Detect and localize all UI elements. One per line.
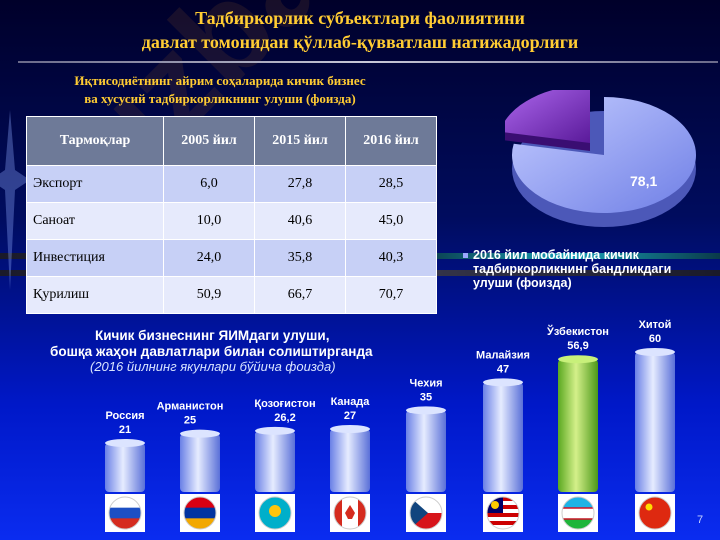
bar-category-label: Малайзия <box>476 349 530 361</box>
bar-cap <box>558 355 598 364</box>
bar <box>635 352 675 492</box>
table-cell: Инвестиция <box>26 239 164 277</box>
table-header-cell: 2016 йил <box>345 116 437 166</box>
armenia-flag-icon <box>180 494 220 532</box>
bar-value-label: 26,2 <box>274 412 295 424</box>
table-row: Экспорт 6,0 27,8 28,5 <box>26 165 437 203</box>
table-row: Қурилиш 50,9 66,7 70,7 <box>26 276 437 314</box>
table-row: Инвестиция 24,0 35,8 40,3 <box>26 239 437 277</box>
table-cell: 50,9 <box>163 276 255 314</box>
bar-group: Арманистон 25 <box>157 401 224 532</box>
table-cell: 40,3 <box>345 239 437 277</box>
czech-flag-icon <box>406 494 446 532</box>
bar <box>406 410 446 492</box>
bar <box>255 430 295 492</box>
table-cell: Қурилиш <box>26 276 164 314</box>
bar-group: Қозоғистон 26,2 <box>254 398 316 532</box>
bar-chart-subtitle: (2016 йилнинг якунлари бўйича фоизда) <box>90 359 336 374</box>
table-cell: 35,8 <box>254 239 346 277</box>
table-cell: 27,8 <box>254 165 346 203</box>
bar-category-label: Ўзбекистон <box>546 325 609 338</box>
table-caption: Иқтисодиётнинг айрим соҳаларида кичик би… <box>30 72 410 108</box>
bar-cap <box>330 425 370 433</box>
table-caption-line2: ва хусусий тадбиркорликнинг улуши (фоизд… <box>84 91 356 106</box>
pie-legend: 2016 йил мобайнида кичик тадбиркорликнин… <box>463 248 720 290</box>
bar-value-label: 47 <box>497 363 509 375</box>
table-row: Саноат 10,0 40,6 45,0 <box>26 202 437 240</box>
table-cell: Саноат <box>26 202 164 240</box>
table-cell: 70,7 <box>345 276 437 314</box>
table-header-row: Тармоқлар 2005 йил 2015 йил 2016 йил <box>26 116 437 166</box>
bar-chart-title-line1: Кичик бизнеснинг ЯИМдаги улуши, <box>95 328 330 343</box>
bar-category-label: Қозоғистон <box>254 398 315 410</box>
bar-group: Канада 27 <box>330 396 370 532</box>
russia-flag-icon <box>105 494 145 532</box>
bar-cap <box>483 378 523 387</box>
bar-group: Ўзбекистон 56,9 <box>546 325 609 532</box>
page-title-line1: Тадбиркорлик субъектлари фаолиятини <box>195 8 525 28</box>
bar-value-label: 25 <box>184 415 196 427</box>
table-cell: 45,0 <box>345 202 437 240</box>
bar-category-label: Канада <box>331 396 371 408</box>
bar-cap <box>406 406 446 415</box>
pie-legend-line2: тадбиркорликнинг бандликдаги <box>473 262 672 276</box>
bar-category-label: Арманистон <box>157 401 224 413</box>
bar-group: Чехия 35 <box>406 377 446 532</box>
bar-cap <box>180 429 220 438</box>
bar <box>330 429 370 492</box>
bar-value-label: 60 <box>649 333 661 345</box>
bar-group: Хитой 60 <box>635 319 675 532</box>
bar-category-label: Чехия <box>410 377 443 389</box>
bar <box>105 443 145 492</box>
bar <box>483 382 523 492</box>
title-divider <box>18 61 718 63</box>
pie-slice-main <box>512 97 696 213</box>
bar <box>180 433 220 492</box>
table-cell: 40,6 <box>254 202 346 240</box>
bar-cap <box>635 348 675 356</box>
malaysia-flag-icon <box>483 494 523 532</box>
bar-cap <box>105 439 145 447</box>
pie-legend-line3: улуши (фоизда) <box>473 276 572 290</box>
sector-share-table: Тармоқлар 2005 йил 2015 йил 2016 йил Экс… <box>26 116 437 314</box>
page-number: 7 <box>697 514 704 526</box>
pie-value-label: 78,1 <box>630 173 657 189</box>
table-cell: 10,0 <box>163 202 255 240</box>
table-cell: 24,0 <box>163 239 255 277</box>
bar-group: Россия 21 <box>105 410 145 532</box>
table-cell: Экспорт <box>26 165 164 203</box>
decor-stripe-teal <box>420 253 720 259</box>
bar-group: Малайзия 47 <box>476 349 530 532</box>
bar-value-label: 35 <box>420 391 432 403</box>
star-decoration <box>0 110 30 290</box>
bar-chart-title: Кичик бизнеснинг ЯИМдаги улуши, бошқа жа… <box>50 328 430 360</box>
uzbekistan-flag-icon <box>558 494 598 532</box>
pie-legend-line1: 2016 йил мобайнида кичик <box>473 248 639 262</box>
bar-chart-title-line2: бошқа жаҳон давлатлари билан солиштирган… <box>50 344 373 359</box>
page-title-line2: давлат томонидан қўллаб-қувватлаш натижа… <box>141 32 579 52</box>
bar-value-label: 56,9 <box>567 340 588 352</box>
table-cell: 6,0 <box>163 165 255 203</box>
bar-cap <box>255 426 295 435</box>
bar <box>558 359 598 492</box>
table-cell: 66,7 <box>254 276 346 314</box>
legend-marker <box>463 253 468 259</box>
table-header-cell: Тармоқлар <box>26 116 164 166</box>
page-title: Тадбиркорлик субъектлари фаолиятини давл… <box>0 6 720 54</box>
canada-flag-icon <box>330 494 370 532</box>
table-caption-line1: Иқтисодиётнинг айрим соҳаларида кичик би… <box>74 73 366 88</box>
bar-category-label: Хитой <box>639 319 672 331</box>
bar-value-label: 27 <box>344 410 356 422</box>
china-flag-icon <box>635 494 675 532</box>
table-header-cell: 2015 йил <box>254 116 346 166</box>
table-cell: 28,5 <box>345 165 437 203</box>
bar-category-label: Россия <box>105 410 144 422</box>
kazakhstan-flag-icon <box>255 494 295 532</box>
bar-value-label: 21 <box>119 424 131 436</box>
employment-pie-chart: 78,1 <box>505 90 696 227</box>
table-header-cell: 2005 йил <box>163 116 255 166</box>
pie-slice-other <box>505 90 590 143</box>
